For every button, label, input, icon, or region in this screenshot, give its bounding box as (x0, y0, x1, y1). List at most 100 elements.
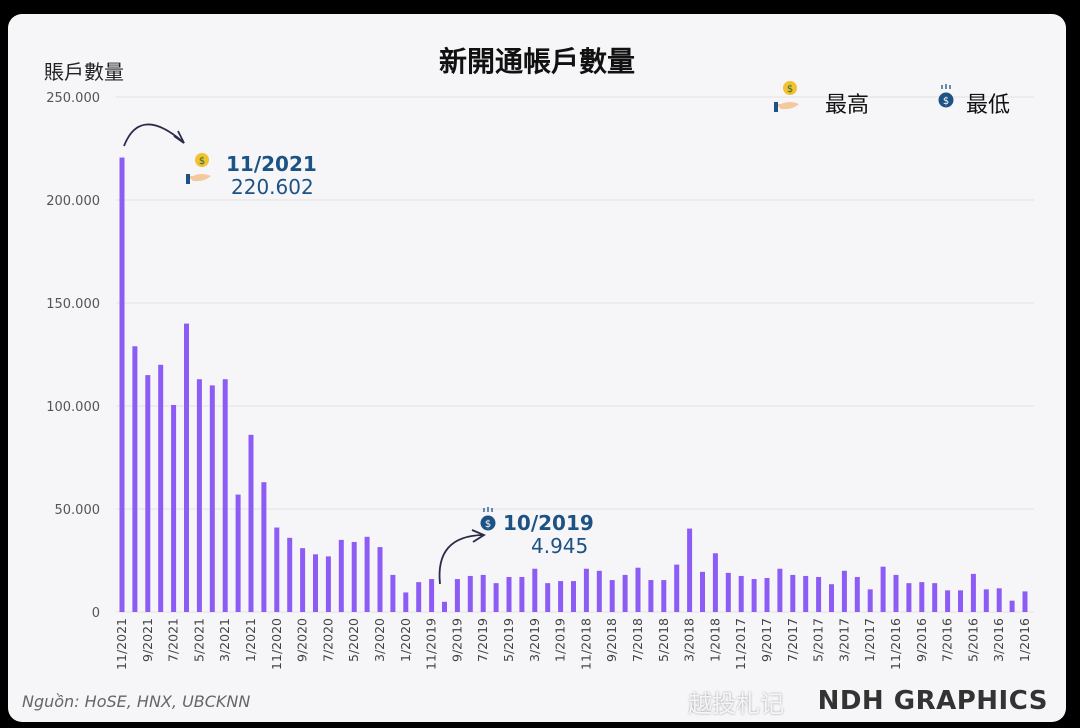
bar (687, 528, 693, 612)
bar (558, 581, 564, 612)
bar (235, 494, 241, 612)
x-tick-label: 9/2017 (759, 618, 774, 662)
cuff-icon (186, 174, 190, 184)
bar (919, 582, 925, 612)
x-tick-label: 1/2017 (862, 618, 877, 662)
bar (300, 548, 306, 612)
bar (132, 346, 138, 612)
bar (596, 570, 602, 612)
hand-coin-icon (783, 81, 797, 95)
bar (364, 536, 370, 612)
bar (222, 379, 228, 612)
bar (867, 589, 873, 612)
bar (158, 364, 164, 612)
min-annotation-date: 10/2019 (503, 511, 594, 535)
hand-icon (188, 174, 211, 182)
bar (725, 572, 731, 612)
x-tick-label: 3/2017 (836, 618, 851, 662)
bar (480, 574, 486, 612)
x-tick-label: 5/2020 (346, 618, 361, 662)
dollar-glyph: $ (943, 96, 949, 107)
y-tick-label: 200.000 (46, 194, 100, 209)
max-annotation-value: 220.602 (231, 175, 314, 199)
bar (1009, 600, 1015, 612)
bar (712, 553, 718, 612)
dollar-glyph: $ (485, 519, 491, 530)
coin-icon (938, 92, 954, 108)
bar (377, 547, 383, 612)
bar (983, 589, 989, 612)
x-tick-label: 7/2021 (166, 618, 181, 662)
x-tick-label: 1/2019 (553, 618, 568, 662)
x-tick-label: 3/2019 (527, 618, 542, 662)
x-tick-label: 5/2018 (656, 618, 671, 662)
x-tick-label: 3/2018 (682, 618, 697, 662)
x-tick-label: 11/2017 (733, 618, 748, 670)
bar (248, 434, 254, 612)
watermark: 越投札记 (688, 690, 784, 718)
bar (816, 576, 822, 612)
bar (583, 568, 589, 612)
max-annotation-date: 11/2021 (226, 152, 317, 176)
x-tick-label: 7/2018 (630, 618, 645, 662)
bar (674, 564, 680, 612)
bar (906, 583, 912, 612)
bar (184, 323, 189, 612)
x-tick-label: 11/2016 (888, 618, 903, 670)
dollar-glyph: $ (787, 84, 793, 95)
bar (958, 590, 963, 612)
y-tick-label: 150.000 (46, 297, 100, 312)
bar (571, 581, 576, 612)
bar (467, 575, 473, 612)
bar (751, 579, 757, 612)
x-tick-label: 7/2017 (785, 618, 800, 662)
x-tick-label: 3/2016 (991, 618, 1006, 662)
bar (790, 574, 796, 612)
bar (803, 575, 809, 612)
x-tick-label: 5/2017 (811, 618, 826, 662)
x-tick-label: 11/2021 (114, 618, 129, 670)
dollar-glyph: $ (199, 156, 205, 167)
bar (996, 588, 1002, 612)
bar (829, 584, 834, 612)
y-tick-label: 100.000 (46, 400, 100, 415)
arrowhead-icon (471, 529, 486, 543)
arrow-icon (438, 534, 484, 585)
bar (338, 539, 344, 612)
bar (764, 578, 770, 612)
x-tick-label: 1/2021 (243, 618, 258, 662)
brand-logo: NDH GRAPHICS (817, 686, 1048, 716)
bar (390, 574, 396, 612)
min-annotation-value: 4.945 (531, 534, 588, 558)
bar (119, 157, 125, 612)
bar (970, 573, 976, 612)
x-tick-label: 11/2020 (269, 618, 284, 670)
x-tick-label: 5/2019 (501, 618, 516, 662)
bar (893, 574, 899, 612)
sparkle-icon (483, 507, 493, 512)
bar (945, 590, 951, 612)
legend-label-max: 最高 (825, 93, 869, 118)
cuff-icon (774, 102, 778, 112)
x-tick-label: 9/2019 (449, 618, 464, 662)
bar (738, 575, 744, 612)
bar (506, 576, 512, 612)
x-tick-label: 9/2016 (914, 618, 929, 662)
bar (274, 527, 280, 612)
bar (493, 583, 499, 612)
bar (622, 574, 628, 612)
x-tick-label: 7/2020 (320, 618, 335, 662)
x-tick-label: 5/2021 (191, 618, 206, 662)
x-tick-label: 3/2021 (217, 618, 232, 662)
bar (661, 580, 667, 612)
bar (171, 404, 177, 612)
bar (287, 537, 293, 612)
y-tick-label: 0 (92, 606, 100, 621)
x-tick-label: 5/2016 (965, 618, 980, 662)
bar (261, 482, 267, 612)
bar (442, 601, 447, 612)
hand-coin-icon (195, 153, 209, 167)
sparkle-icon (941, 84, 951, 89)
x-tick-label: 9/2020 (295, 618, 310, 662)
bar (429, 579, 435, 612)
